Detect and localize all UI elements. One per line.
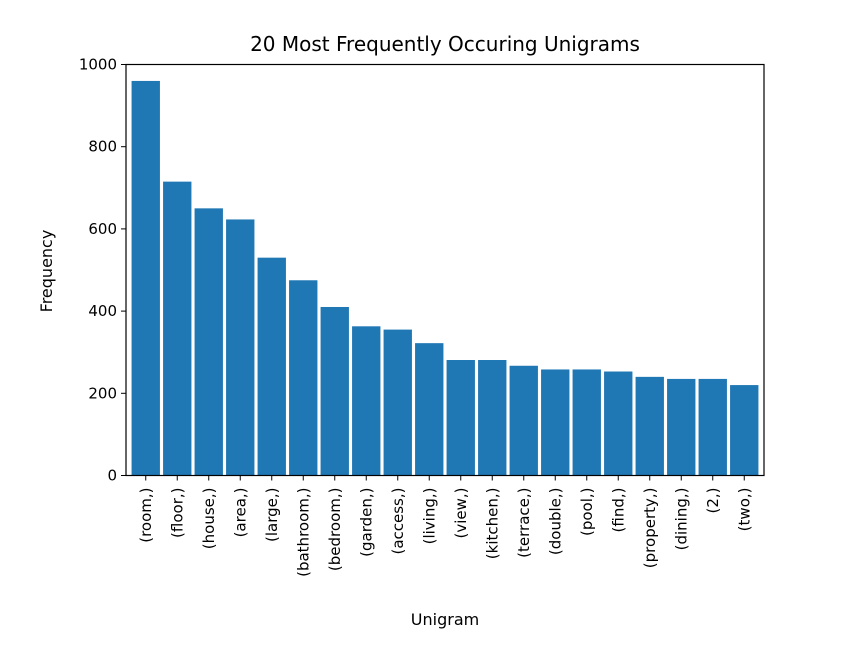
plot-frame	[125, 63, 765, 477]
bar	[383, 329, 412, 476]
bar	[415, 343, 444, 476]
bar	[541, 369, 570, 476]
x-tick-label: (floor,)	[168, 488, 186, 538]
x-tick-label: (pool,)	[578, 488, 596, 537]
bar	[572, 369, 601, 476]
x-tick-label: (bedroom,)	[326, 488, 344, 572]
x-tick-label: (find,)	[609, 488, 627, 533]
bar	[289, 280, 318, 476]
x-tick-label: (area,)	[231, 488, 249, 538]
x-tick-label: (living,)	[420, 488, 438, 545]
x-tick-label: (house,)	[200, 488, 218, 550]
x-axis-label: Unigram	[411, 610, 479, 629]
x-tick-label: (two,)	[735, 488, 753, 532]
bar	[730, 385, 759, 476]
y-tick-label: 600	[88, 220, 117, 238]
x-tick-label: (large,)	[263, 488, 281, 543]
x-tick-label: (access,)	[389, 488, 407, 555]
bar	[698, 378, 727, 476]
bar	[478, 360, 507, 476]
bar	[257, 257, 286, 476]
bar	[509, 365, 538, 476]
x-tick-label: (view,)	[452, 488, 470, 539]
bar	[131, 80, 160, 476]
bar	[320, 306, 349, 476]
x-tick-label: (double,)	[546, 488, 564, 556]
x-ticks-group: (room,) (floor,) (house,) (area,) (large,) (b…	[137, 475, 753, 577]
x-tick-label: (2,)	[704, 488, 722, 514]
bar	[604, 371, 633, 476]
bar	[667, 378, 696, 476]
bar	[226, 219, 255, 476]
x-tick-label: (garden,)	[357, 488, 375, 557]
x-tick-label: (property,)	[641, 488, 659, 569]
bar	[635, 376, 664, 476]
x-tick-label: (room,)	[137, 488, 155, 543]
y-tick-label: 200	[88, 384, 117, 402]
x-tick-label: (bathroom,)	[294, 488, 312, 577]
bar	[163, 181, 192, 476]
chart-title: 20 Most Frequently Occuring Unigrams	[250, 32, 640, 56]
y-axis-label: Frequency	[37, 230, 56, 313]
x-tick-label: (terrace,)	[515, 488, 533, 558]
x-tick-label: (kitchen,)	[483, 488, 501, 560]
y-ticks-group: 0 200 400 600 800 1000	[79, 56, 126, 485]
x-tick-label: (dining,)	[672, 488, 690, 551]
y-tick-label: 1000	[79, 56, 117, 74]
y-tick-label: 400	[88, 302, 117, 320]
bar	[352, 326, 381, 476]
bar	[446, 360, 475, 476]
bar	[194, 208, 223, 476]
y-tick-label: 800	[88, 138, 117, 156]
y-tick-label: 0	[107, 467, 117, 485]
bars-group	[131, 80, 759, 476]
